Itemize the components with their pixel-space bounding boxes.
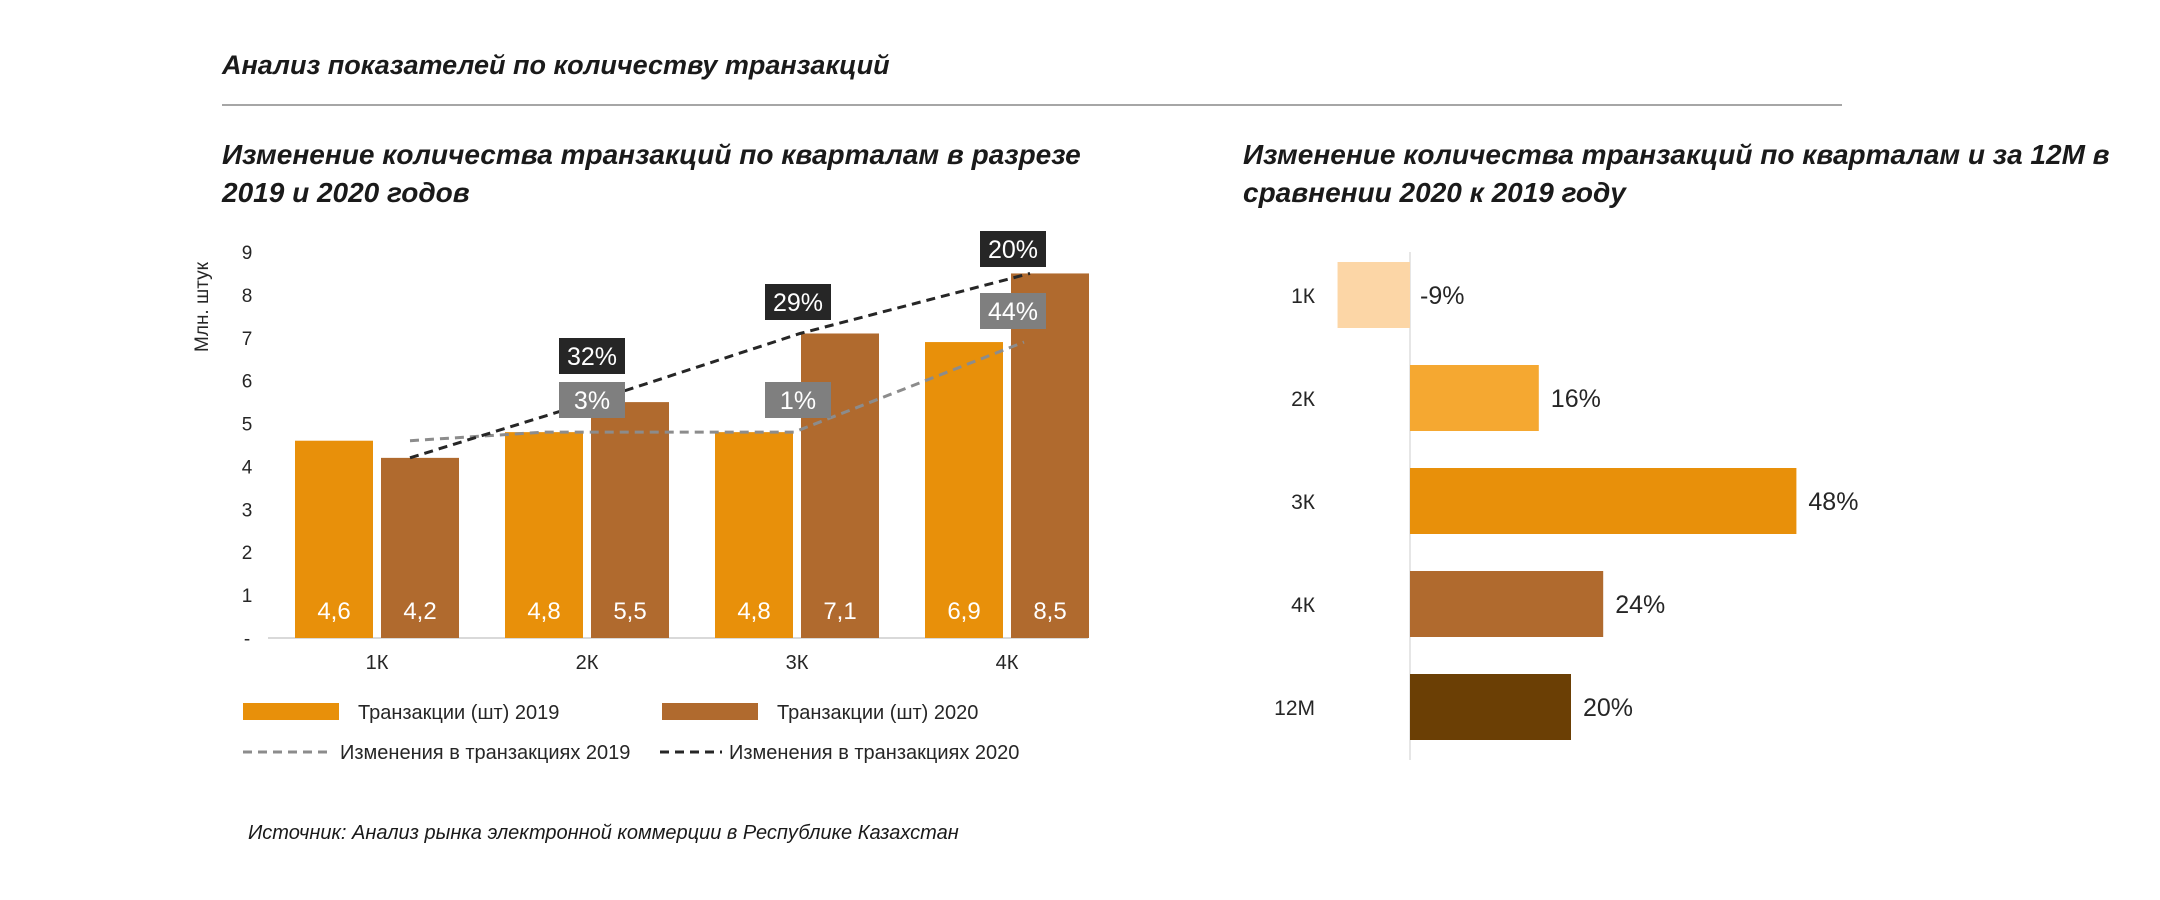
y-tick-label: -	[244, 629, 250, 650]
change-2020-label-box	[980, 231, 1046, 267]
bar-2020-4	[1011, 273, 1089, 638]
change-2020-label-box	[765, 284, 831, 320]
legend-line-label-2020: Изменения в транзакциях 2020	[729, 742, 1019, 764]
hbar-category-label: 4К	[1291, 594, 1316, 617]
bar-value-label: 4,8	[737, 598, 770, 625]
x-tick-label: 3К	[786, 652, 809, 674]
change-line-2020	[409, 271, 1031, 460]
source-note: Источник: Анализ рынка электронной комме…	[248, 822, 959, 844]
change-2019-label: 44%	[988, 298, 1038, 326]
change-2020-label-box	[559, 338, 625, 374]
hbar-value-label: 48%	[1808, 488, 1858, 516]
y-tick-label: 4	[242, 457, 253, 478]
legend-label-2019: Транзакции (шт) 2019	[358, 702, 559, 724]
bar-value-label: 7,1	[823, 598, 856, 625]
legend-swatch-2020	[662, 703, 758, 720]
bar-2019-2	[505, 432, 583, 638]
hbar-category-label: 3К	[1291, 491, 1316, 514]
page-title: Анализ показателей по количеству транзак…	[222, 50, 890, 80]
hbar-4	[1410, 571, 1604, 637]
hbar-value-label: 24%	[1615, 591, 1665, 619]
y-tick-label: 6	[242, 372, 253, 393]
hbar-category-label: 2К	[1291, 388, 1316, 411]
legend-label-2020: Транзакции (шт) 2020	[777, 702, 978, 724]
x-tick-label: 1К	[366, 652, 389, 674]
hbar-value-label: 20%	[1583, 694, 1633, 722]
bar-2020-3	[801, 333, 879, 638]
legend-swatch-2019	[243, 703, 339, 720]
legend-line-label-2019: Изменения в транзакциях 2019	[340, 742, 630, 764]
hbar-3	[1410, 468, 1797, 534]
hbar-value-label: 16%	[1551, 385, 1601, 413]
change-2019-label: 3%	[574, 387, 610, 415]
bar-2020-2	[591, 402, 669, 638]
bar-value-label: 6,9	[947, 598, 980, 625]
y-axis-label: Млн. штук	[192, 261, 213, 352]
x-tick-label: 4К	[996, 652, 1019, 674]
left-chart-title: Изменение количества транзакций по кварт…	[222, 139, 1081, 208]
bar-value-label: 4,2	[403, 598, 436, 625]
hbar-value-label: -9%	[1420, 282, 1464, 310]
y-tick-label: 3	[242, 500, 253, 521]
change-2019-label-box	[980, 293, 1046, 329]
hbar-2	[1410, 365, 1539, 431]
bar-value-label: 5,5	[613, 598, 646, 625]
title-divider	[222, 104, 1842, 106]
bar-2020-1	[381, 457, 459, 638]
change-2019-label-box	[765, 382, 831, 418]
x-tick-label: 2К	[576, 652, 599, 674]
y-tick-label: 9	[242, 243, 253, 264]
bar-2019-1	[295, 440, 373, 638]
y-tick-label: 7	[242, 329, 253, 350]
y-tick-label: 1	[242, 586, 253, 607]
hbar-5	[1410, 674, 1571, 740]
bar-2019-3	[715, 432, 793, 638]
y-tick-label: 8	[242, 286, 253, 307]
change-line-2019	[409, 340, 1025, 443]
bar-value-label: 8,5	[1033, 598, 1066, 625]
right-chart-title: Изменение количества транзакций по кварт…	[1243, 139, 2110, 208]
change-2020-label: 29%	[773, 289, 823, 317]
change-2020-label: 32%	[567, 343, 617, 371]
change-2019-label-box	[559, 382, 625, 418]
hbar-category-label: 1К	[1291, 285, 1316, 308]
y-tick-label: 5	[242, 415, 253, 436]
bar-2019-4	[925, 342, 1003, 638]
change-2020-label: 20%	[988, 236, 1038, 264]
y-tick-label: 2	[242, 543, 253, 564]
change-2019-label: 1%	[780, 387, 816, 415]
hbar-1	[1337, 262, 1410, 328]
hbar-category-label: 12М	[1274, 697, 1315, 720]
bar-value-label: 4,8	[527, 598, 560, 625]
bar-value-label: 4,6	[317, 598, 350, 625]
